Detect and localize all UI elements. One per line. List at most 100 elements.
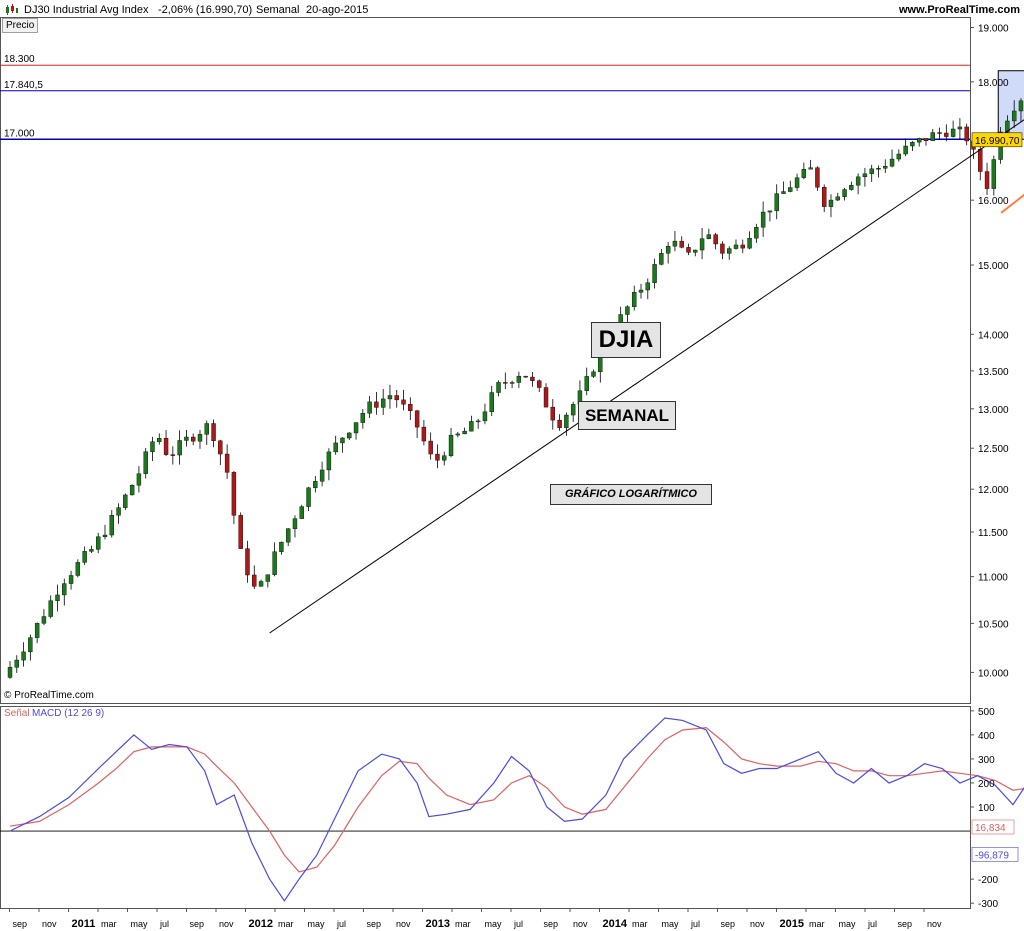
candle-body [591, 371, 596, 377]
x-tick-label: may [485, 919, 503, 929]
candle-body [258, 581, 264, 587]
x-tick-label: sep [898, 919, 913, 929]
candle-body [537, 380, 542, 388]
candle-body [767, 210, 773, 213]
candle-body [150, 441, 155, 452]
candle-body [448, 434, 454, 456]
candle-body [211, 423, 216, 441]
precio-button[interactable]: Precio [2, 18, 39, 33]
level-label: 17.000 [4, 128, 35, 139]
legend-signal: Señal [4, 708, 30, 719]
candle-body [123, 494, 128, 508]
candle-body [48, 600, 53, 617]
x-tick-label: 2013 [426, 918, 450, 930]
macd-tick-label: 200 [978, 779, 995, 790]
price-tick-label: 10.500 [978, 619, 1009, 630]
x-tick-label: mar [278, 919, 294, 929]
candle-body [855, 176, 861, 186]
signal-value-box [971, 819, 1015, 835]
price-change: -2,06% (16.990,70) [158, 4, 253, 16]
candle-body [41, 616, 47, 624]
candle-body [353, 422, 359, 434]
x-tick-label: sep [367, 919, 382, 929]
candle-body [713, 234, 718, 245]
price-tick-label: 19.000 [978, 24, 1009, 35]
candle-body [720, 243, 725, 254]
price-tick-label: 14.000 [978, 330, 1009, 341]
candle-body [503, 382, 508, 384]
candle-body [632, 292, 637, 307]
candle-body [822, 187, 827, 207]
x-tick-label: nov [42, 919, 57, 929]
candle-body [408, 404, 413, 411]
candle-body [509, 382, 515, 384]
candle-body [876, 168, 881, 170]
x-tick-label: jul [867, 919, 877, 929]
candle-body [808, 167, 813, 170]
range-box [997, 70, 1024, 140]
candle-body [645, 282, 650, 291]
candle-body [96, 536, 101, 550]
candle-body [380, 398, 386, 408]
candle-body [55, 594, 60, 601]
candle-body [754, 226, 759, 239]
candle-body [523, 375, 528, 378]
candle-body [224, 453, 230, 473]
candle-body [706, 234, 712, 239]
candle-body [109, 515, 114, 536]
candle-body [462, 430, 467, 435]
price-pane-frame [0, 17, 971, 704]
x-tick-label: jul [336, 919, 346, 929]
price-tick-label: 12.500 [978, 444, 1009, 455]
macd-line [9, 717, 1024, 902]
candle-body [14, 659, 19, 668]
signal-value-label: 16,834 [975, 823, 1006, 834]
candle-body [34, 623, 40, 638]
candle-body [740, 244, 745, 249]
candle-body [693, 249, 698, 253]
x-tick-label: may [662, 919, 680, 929]
period-label: Semanal [256, 4, 300, 16]
candle-body [89, 549, 94, 552]
candle-body [265, 574, 271, 582]
candle-body [903, 145, 908, 155]
candle-body [292, 518, 298, 529]
candle-body [62, 583, 67, 596]
candle-body [991, 159, 997, 189]
signal-line [9, 726, 1024, 873]
candle-body [21, 651, 26, 661]
macd-tick-label: 400 [978, 731, 995, 742]
candle-body [129, 485, 135, 496]
candle-body [862, 173, 868, 178]
candle-body [747, 237, 752, 249]
candle-body [788, 187, 793, 192]
candle-body [204, 423, 209, 435]
candle-body [530, 376, 535, 381]
candle-body [455, 433, 461, 436]
x-tick-label: 2014 [603, 918, 628, 930]
candle-body [665, 246, 671, 254]
candle-body [28, 637, 33, 653]
candle-body [285, 528, 291, 543]
candle-body [516, 375, 522, 383]
candle-body [184, 436, 189, 441]
candle-body [937, 132, 942, 134]
x-tick-label: nov [573, 919, 588, 929]
candle-body [319, 469, 325, 482]
last-price-box [971, 132, 1023, 148]
candle-body [82, 551, 87, 563]
candle-body [950, 128, 956, 137]
x-tick-label: jul [690, 919, 700, 929]
price-tick-label: 11.000 [978, 573, 1008, 584]
candle-body [428, 440, 433, 455]
annotation-djia: DJIA [591, 322, 661, 358]
candle-body [957, 126, 963, 130]
candle-body [313, 481, 318, 489]
candle-body [570, 404, 576, 416]
x-tick-label: 2015 [780, 918, 804, 930]
candle-body [435, 453, 440, 461]
candle-body [889, 158, 895, 167]
candle-body [482, 411, 488, 422]
candle-body [849, 184, 854, 190]
candle-body [944, 132, 949, 137]
